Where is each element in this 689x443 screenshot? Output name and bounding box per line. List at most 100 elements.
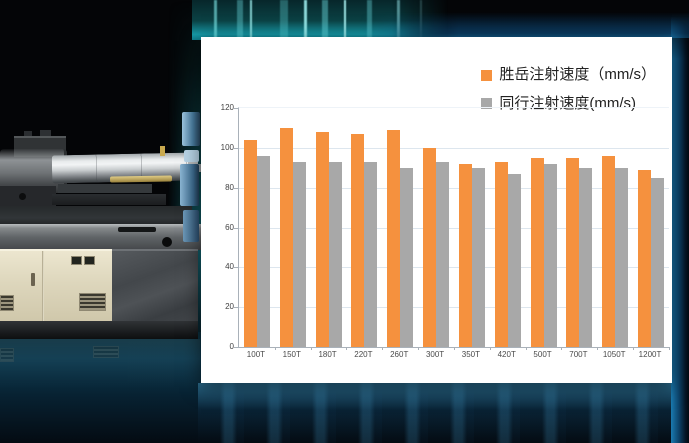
machine-base <box>0 321 198 339</box>
y-axis-tick <box>234 108 238 109</box>
y-axis-tick <box>234 188 238 189</box>
x-axis-tick <box>382 347 384 350</box>
cabinet-indicator <box>84 256 95 265</box>
x-axis-tick <box>310 347 312 350</box>
bar-shengyue-100T <box>243 139 257 347</box>
light-streak <box>250 0 252 40</box>
bar-group-700T <box>561 108 599 350</box>
x-axis-tick <box>418 347 420 350</box>
reflection-vent-ghost <box>93 346 119 358</box>
bar-shengyue-420T <box>494 161 508 347</box>
bar-group-150T <box>275 108 312 350</box>
light-streak <box>280 0 288 40</box>
bar-shengyue-350T <box>458 163 472 347</box>
light-streak <box>237 0 243 40</box>
gridline <box>239 267 669 268</box>
x-axis-tick <box>346 347 348 350</box>
y-axis-labels: 0 20 40 60 80 100 120 <box>203 103 234 351</box>
y-axis-tick <box>234 347 238 348</box>
y-tick-label: 20 <box>225 302 234 311</box>
bar-tonghang-220T <box>364 161 378 347</box>
machine-side-panel <box>112 249 198 329</box>
x-category-label: 180T <box>318 350 337 359</box>
bar-group-500T <box>526 108 563 350</box>
brass-rod <box>109 175 173 183</box>
x-axis-labels: 100T 150T 180T 220T 260T 300T 350T 420T 500T 700T… <box>238 350 668 360</box>
bar-group-100T <box>239 108 276 350</box>
x-axis-tick <box>489 347 491 350</box>
machine-knob <box>24 131 32 137</box>
cabinet-latch <box>31 273 35 286</box>
machine-floor-reflection <box>0 339 200 401</box>
x-category-label: 1050T <box>602 350 626 359</box>
cabinet-vent <box>0 295 14 311</box>
legend-label-shengyue: 胜岳注射速度（mm/s） <box>499 66 656 83</box>
bar-chart-plot-area <box>234 107 670 350</box>
machine-knob <box>40 130 51 137</box>
chart-legend: 胜岳注射速度（mm/s） 同行注射速度(mm/s) <box>481 66 656 112</box>
cabinet-door-divider <box>42 251 44 321</box>
light-streak <box>304 0 307 40</box>
bar-group-220T <box>346 108 384 350</box>
gridline <box>239 148 669 149</box>
light-streak <box>322 0 328 40</box>
legend-swatch-gray <box>481 98 493 110</box>
bar-tonghang-420T <box>507 173 521 347</box>
bar-shengyue-700T <box>566 157 580 347</box>
bar-group-1200T <box>633 108 670 350</box>
bar-shengyue-180T <box>315 131 329 347</box>
y-axis-tick <box>234 148 238 149</box>
x-category-label: 220T <box>354 350 373 359</box>
cabinet-indicator <box>71 256 82 265</box>
x-axis-tick <box>525 347 527 350</box>
x-category-label: 150T <box>282 350 301 359</box>
x-axis-tick <box>597 347 599 350</box>
legend-item-shengyue: 胜岳注射速度（mm/s） <box>481 66 656 84</box>
bar-tonghang-180T <box>328 161 342 347</box>
bar-tonghang-100T <box>256 155 270 347</box>
bar-group-180T <box>311 108 348 350</box>
plate-hole <box>19 193 26 200</box>
y-tick-label: 120 <box>220 103 234 112</box>
y-axis-tick <box>234 228 238 229</box>
x-category-label: 300T <box>425 350 445 359</box>
bar-shengyue-150T <box>279 127 293 347</box>
bar-tonghang-1050T <box>615 167 629 347</box>
x-axis-tick <box>668 347 670 350</box>
bar-tonghang-300T <box>436 161 450 347</box>
x-axis-tick <box>561 347 563 350</box>
x-category-label: 1200T <box>638 350 662 359</box>
cabinet-vent <box>79 293 106 311</box>
clamp-unit-part <box>183 210 199 242</box>
legend-swatch-orange <box>481 69 493 81</box>
bar-group-300T <box>418 108 455 350</box>
y-axis-tick <box>234 307 238 308</box>
floor-glow-streaks <box>198 383 689 443</box>
brass-fitting <box>160 146 165 156</box>
bar-tonghang-500T <box>543 163 557 347</box>
gridline <box>239 228 669 229</box>
bar-shengyue-260T <box>387 129 401 347</box>
y-tick-label: 100 <box>220 143 234 152</box>
bar-group-1050T <box>597 108 635 350</box>
x-axis-tick <box>633 347 635 350</box>
light-streak <box>344 0 346 40</box>
nozzle-tip <box>196 164 202 172</box>
x-category-label: 350T <box>461 350 480 359</box>
deck-hole <box>162 237 172 247</box>
reflection-vent-ghost <box>0 348 14 362</box>
machine-cabinet <box>0 249 112 323</box>
bar-group-260T <box>382 108 420 350</box>
machine-beam <box>0 206 192 226</box>
clamp-unit-part <box>182 112 200 146</box>
y-tick-label: 60 <box>225 223 234 232</box>
right-edge-blue-glow <box>671 16 689 443</box>
x-category-label: 100T <box>246 350 266 359</box>
blue-horizon-band <box>360 12 689 38</box>
x-category-label: 420T <box>497 350 516 359</box>
bar-shengyue-220T <box>351 133 365 347</box>
x-category-label: 500T <box>533 350 552 359</box>
bar-shengyue-1050T <box>602 155 616 347</box>
bar-shengyue-300T <box>423 147 437 347</box>
